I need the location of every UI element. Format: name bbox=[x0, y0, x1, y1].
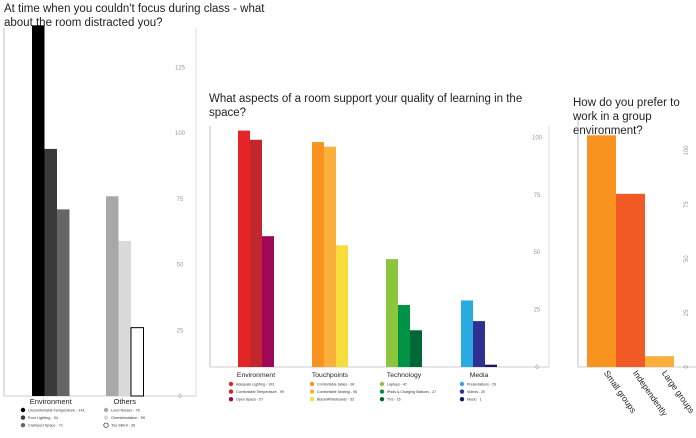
legend-swatch bbox=[228, 397, 234, 402]
chart-2-plot: 0 25 50 75 100 Environment Adequate Lighting -… bbox=[209, 126, 550, 402]
y-tick-label: 75 bbox=[177, 197, 184, 203]
legend-swatch bbox=[228, 381, 234, 387]
bar bbox=[398, 305, 410, 367]
bar bbox=[336, 245, 348, 367]
y-tick-label: 50 bbox=[534, 250, 541, 256]
bar bbox=[410, 330, 422, 367]
bar bbox=[324, 146, 336, 367]
legend-label: TVs - 16 bbox=[387, 398, 401, 402]
bar bbox=[461, 300, 473, 367]
legend-swatch bbox=[20, 415, 26, 420]
bar bbox=[238, 130, 250, 367]
y-tick-label: 100 bbox=[175, 131, 186, 137]
y-tick-label: 0 bbox=[178, 394, 182, 400]
legend-label: Overstimulation - 59 bbox=[111, 416, 145, 420]
bar bbox=[250, 139, 262, 367]
legend-label: Adequate Lighting - 103 bbox=[236, 382, 274, 386]
y-tick-label: 50 bbox=[684, 255, 690, 262]
bar bbox=[118, 240, 131, 396]
group-label: Others bbox=[113, 397, 136, 406]
legend-swatch bbox=[379, 381, 385, 387]
bar bbox=[262, 236, 274, 367]
y-tick-label: 100 bbox=[684, 145, 690, 156]
legend-label: Black/Whiteboards - 53 bbox=[317, 398, 354, 402]
bar bbox=[130, 327, 144, 397]
bar bbox=[106, 196, 119, 396]
legend-swatch bbox=[459, 389, 465, 394]
legend-swatch bbox=[309, 381, 315, 387]
legend-label: Too Silent - 26 bbox=[111, 424, 135, 428]
bar bbox=[473, 321, 485, 367]
legend-swatch bbox=[309, 397, 315, 402]
legend-swatch bbox=[379, 389, 385, 394]
chart-2-title: What aspects of a room support your qual… bbox=[209, 93, 523, 119]
legend-label: Comfortable Temperature - 99 bbox=[236, 390, 284, 394]
legend-swatch bbox=[228, 389, 234, 394]
group-label: Touchpoints bbox=[312, 372, 349, 379]
legend-label: Loud Noises - 76 bbox=[111, 408, 140, 412]
legend-swatch bbox=[103, 422, 109, 428]
bar bbox=[587, 135, 616, 367]
group-label: Media bbox=[470, 372, 489, 379]
bar bbox=[645, 356, 674, 367]
legend-swatch bbox=[103, 415, 109, 420]
y-tick-label: 25 bbox=[177, 328, 184, 334]
y-tick-label: 0 bbox=[684, 365, 690, 369]
chart-1-title: At time when you couldn't focus during c… bbox=[4, 3, 265, 29]
legend-label: Videos - 20 bbox=[467, 390, 485, 394]
chart-1-plot: 0 25 50 75 100 125 Environment Uncomfortable Te… bbox=[3, 25, 197, 428]
legend-label: iPads & Charging Stations - 27 bbox=[387, 390, 436, 394]
legend-label: Open Space - 57 bbox=[236, 398, 263, 402]
y-tick-label: 50 bbox=[177, 263, 184, 269]
bar bbox=[57, 209, 70, 396]
legend-label: Cramped Space - 71 bbox=[28, 424, 63, 428]
legend-swatch bbox=[20, 423, 26, 428]
legend-swatch bbox=[20, 407, 26, 413]
chart-3-title: How do you prefer to work in a group env… bbox=[573, 97, 680, 137]
legend-swatch bbox=[309, 389, 315, 394]
legend-swatch bbox=[459, 397, 465, 402]
legend-label: Music - 1 bbox=[467, 398, 482, 402]
y-tick-label: 125 bbox=[175, 65, 186, 71]
y-tick-label: 100 bbox=[532, 135, 543, 141]
y-tick-label: 25 bbox=[534, 308, 541, 314]
group-label: Environment bbox=[237, 372, 275, 379]
y-tick-label: 75 bbox=[684, 201, 690, 208]
legend-swatch bbox=[379, 397, 385, 402]
bar bbox=[485, 364, 497, 367]
y-tick-label: 25 bbox=[684, 309, 690, 316]
legend-label: Comfortable tables - 98 bbox=[317, 382, 354, 386]
bar bbox=[616, 193, 645, 367]
bar bbox=[386, 259, 398, 367]
legend-swatch bbox=[103, 407, 109, 413]
legend-label: Comfortable Seating - 96 bbox=[317, 390, 357, 394]
bar bbox=[312, 142, 324, 367]
bar bbox=[44, 148, 57, 396]
y-tick-label: 75 bbox=[534, 193, 541, 199]
legend-label: Poor Lighting - 94 bbox=[28, 416, 58, 420]
legend-swatch bbox=[459, 381, 465, 387]
bar bbox=[32, 25, 45, 396]
legend-label: Uncomfortable Temperature - 141 bbox=[28, 408, 85, 412]
group-label: Technology bbox=[387, 372, 422, 379]
y-tick-label: 0 bbox=[535, 365, 539, 371]
group-label: Environment bbox=[30, 397, 73, 406]
legend-label: Presentations - 29 bbox=[467, 382, 496, 386]
legend-label: Laptops - 47 bbox=[387, 382, 407, 386]
